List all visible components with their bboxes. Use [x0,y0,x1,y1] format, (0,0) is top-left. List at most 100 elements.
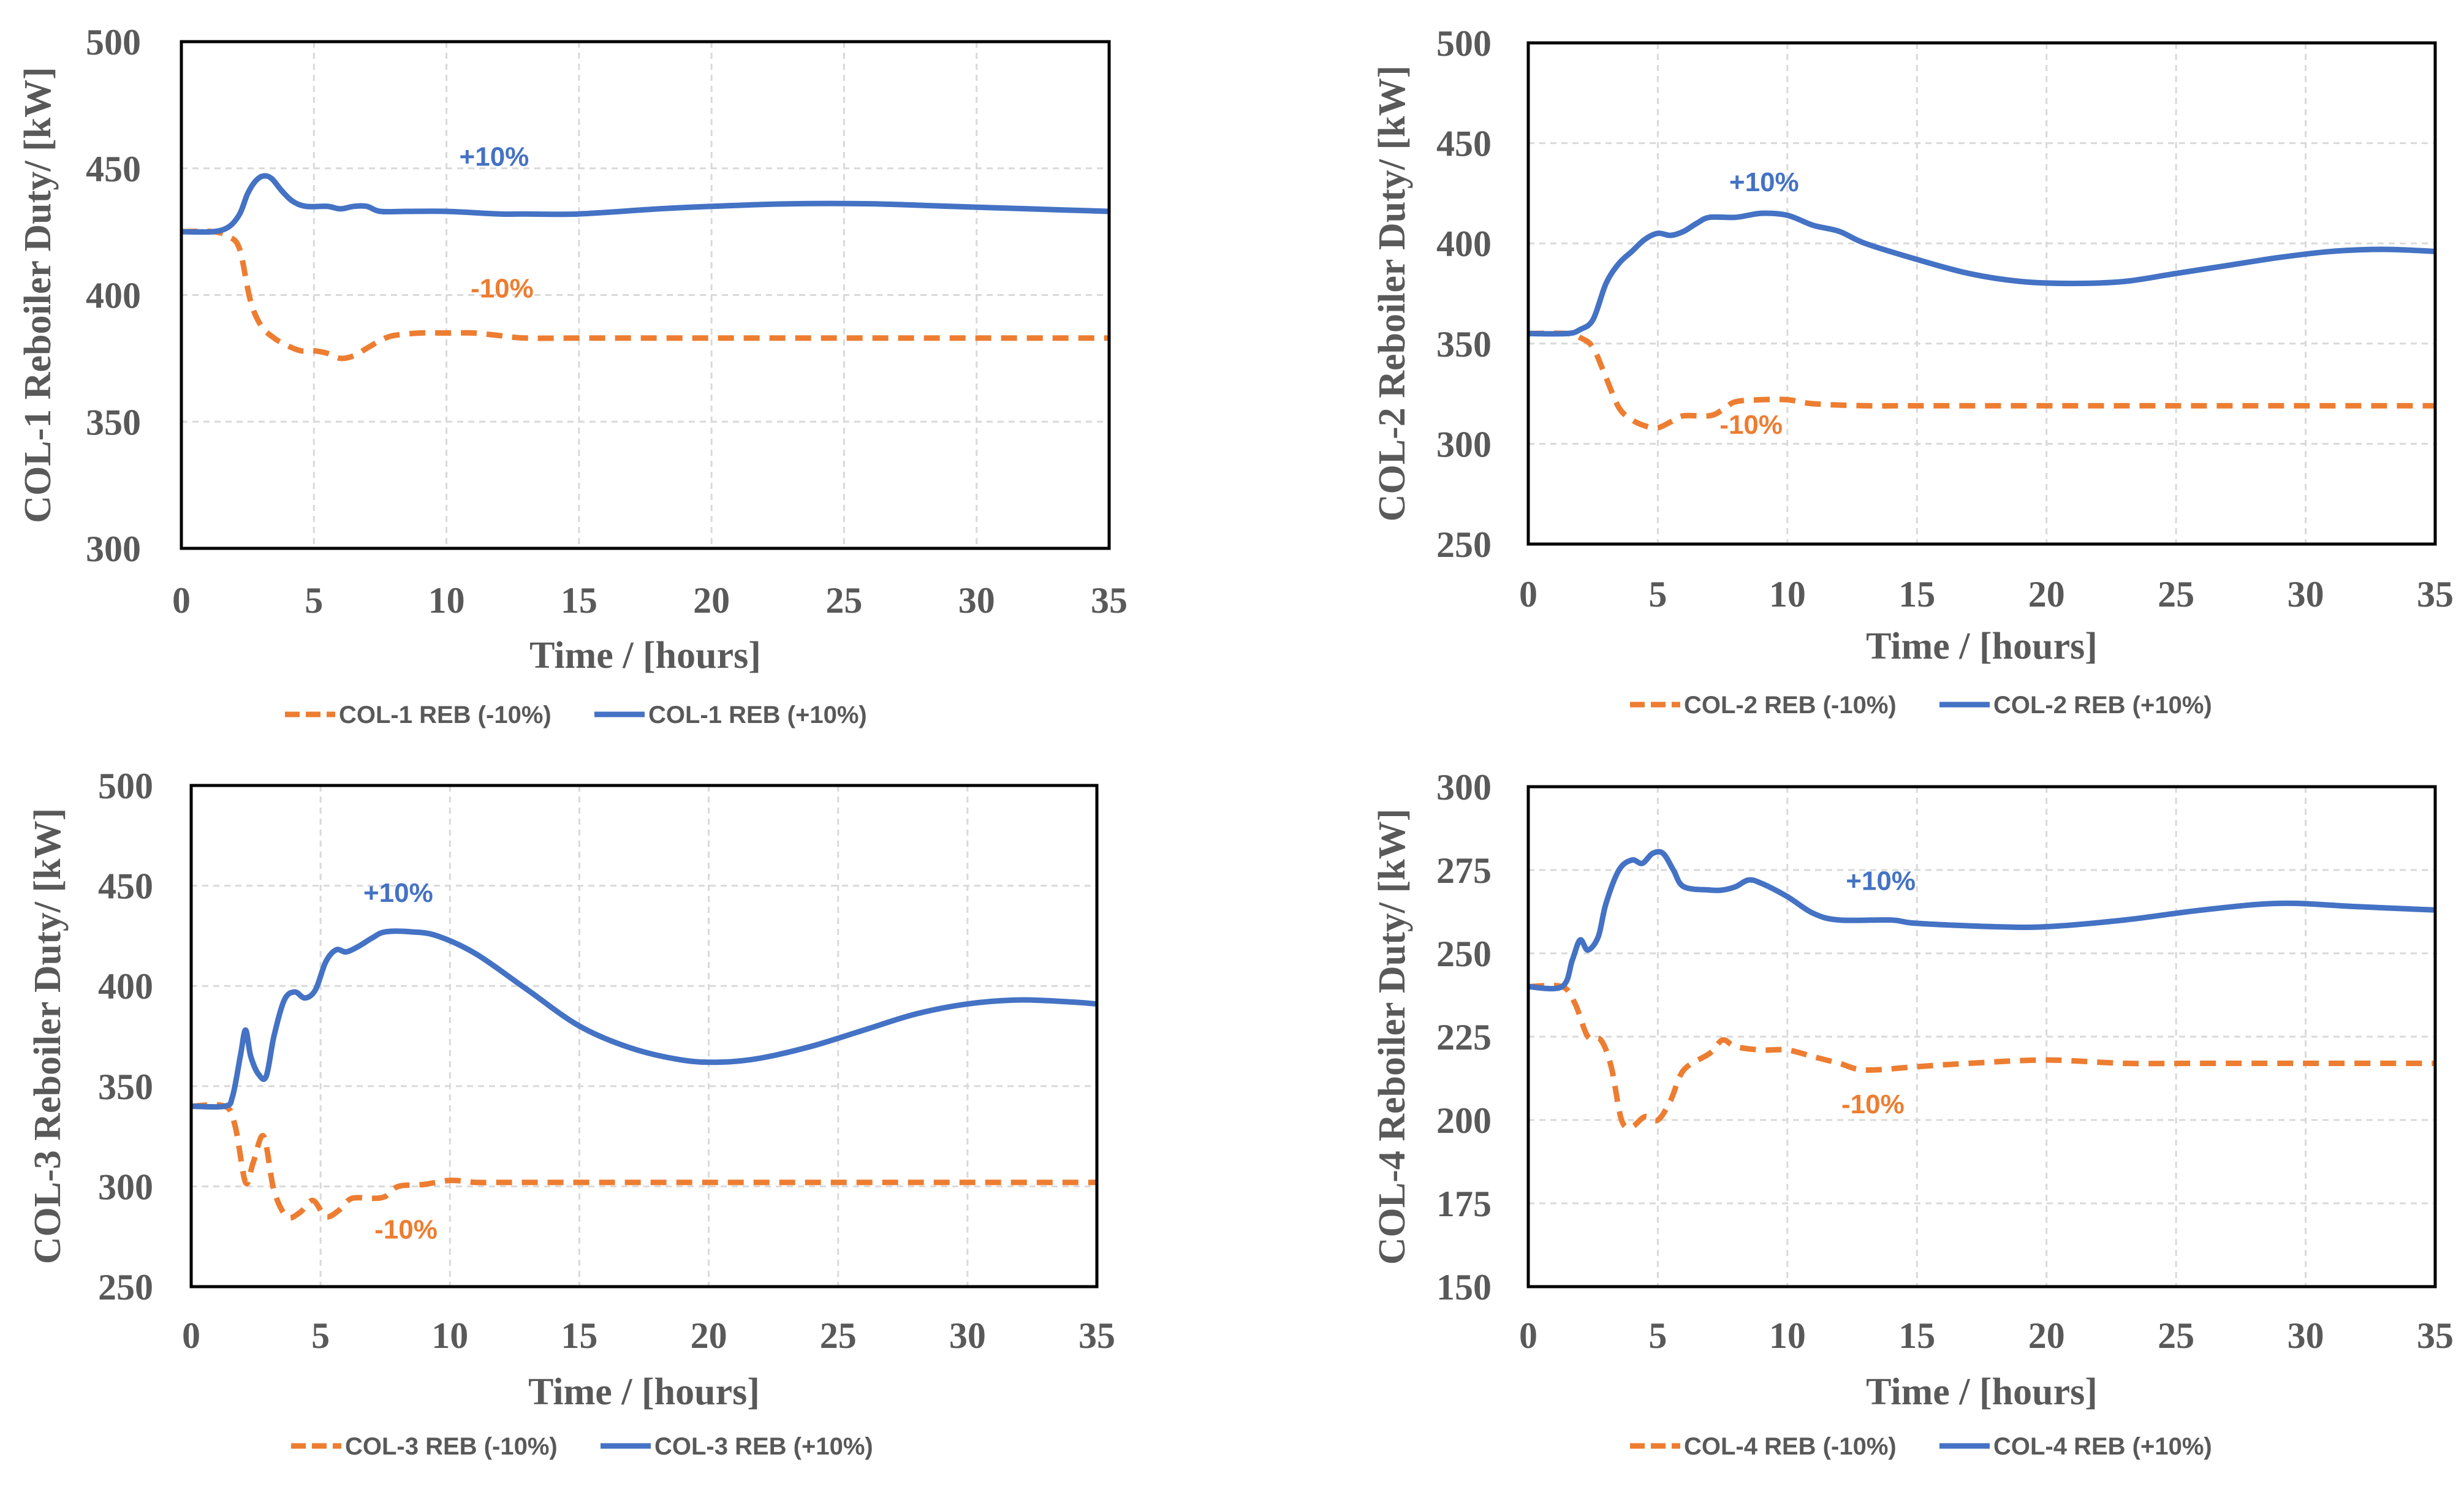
y-tick-label: 300 [86,529,141,569]
x-tick-label: 20 [693,580,730,621]
x-tick-label: 25 [2158,1315,2194,1356]
x-tick-label: 20 [2028,1315,2065,1356]
x-tick-label: 25 [825,580,862,621]
x-tick-label: 10 [1769,574,1806,615]
x-tick-label: 5 [1648,574,1667,615]
y-tick-label: 400 [1436,224,1492,264]
annotation-minus10-label: -10% [374,1214,438,1244]
legend-label: COL-2 REB (+10%) [1993,692,2212,719]
col4-chart: 150 175 200 225 250 275 300 0 5 10 15 20 25 30 35 Time … [1371,767,2454,1460]
x-tick-label: 35 [2417,1315,2454,1356]
col4-y-axis-title: COL-4 Reboiler Duty/ [kW] [1371,809,1413,1265]
x-tick-label: 25 [820,1315,857,1356]
x-tick-label: 10 [1769,1315,1806,1356]
col1-legend: COL-1 REB (-10%) COL-1 REB (+10%) [285,702,867,728]
x-tick-label: 15 [1898,1315,1935,1356]
col3-legend: COL-3 REB (-10%) COL-3 REB (+10%) [291,1433,873,1460]
x-tick-label: 10 [428,580,465,621]
col4-plot-frame [1526,785,2437,1288]
y-tick-label: 300 [1436,767,1492,808]
annotation-plus10-label: +10% [363,878,433,908]
col3-plot-frame [189,784,1099,1288]
col1-chart: 300 350 400 450 500 0 5 10 15 20 25 30 35 Time / [hou… [17,22,1128,728]
y-tick-label: 200 [1436,1100,1492,1141]
annotation-minus10-label: -10% [1719,410,1783,440]
annotation-plus10-label: +10% [1729,167,1799,197]
y-tick-label: 250 [1436,934,1492,974]
legend-label: COL-1 REB (+10%) [648,702,867,728]
x-tick-label: 30 [2288,574,2324,615]
col4-x-axis-title: Time / [hours] [1866,1371,2098,1413]
y-tick-label: 150 [1436,1267,1492,1307]
x-tick-label: 20 [2028,574,2065,615]
col4-legend: COL-4 REB (-10%) COL-4 REB (+10%) [1630,1433,2212,1460]
y-tick-label: 225 [1436,1017,1492,1058]
legend-label: COL-4 REB (-10%) [1684,1433,1897,1460]
legend-label: COL-1 REB (-10%) [339,702,552,728]
col2-chart: 250 300 350 400 450 500 0 5 10 15 20 25 30 35 Time / [… [1371,23,2454,719]
x-tick-label: 0 [1519,1315,1537,1356]
x-tick-label: 0 [172,580,191,621]
y-tick-label: 350 [86,402,141,442]
x-tick-label: 0 [1519,574,1537,615]
annotation-plus10-label: +10% [460,142,529,172]
col3-series-line-plus10 [191,928,1097,1110]
x-tick-label: 15 [1898,574,1935,615]
legend-label: COL-3 REB (-10%) [345,1433,558,1460]
x-tick-label: 25 [2158,574,2194,615]
col1-series-line-minus10 [181,228,1109,361]
x-tick-label: 20 [691,1315,727,1356]
col2-plot-frame [1526,41,2437,546]
y-tick-label: 350 [1436,324,1492,365]
col3-gridlines [191,785,1097,1287]
y-tick-label: 400 [98,966,153,1007]
x-tick-label: 5 [305,580,323,621]
col2-series-line-plus10 [1528,210,2436,337]
y-tick-label: 300 [1436,424,1492,464]
col2-x-axis-title: Time / [hours] [1866,626,2098,667]
x-tick-label: 30 [949,1315,986,1356]
legend-label: COL-2 REB (-10%) [1684,692,1897,719]
x-tick-label: 10 [431,1315,468,1356]
x-tick-label: 15 [561,1315,597,1356]
annotation-plus10-label: +10% [1846,866,1916,896]
y-tick-label: 450 [86,149,141,189]
y-tick-label: 300 [98,1167,153,1207]
col3-chart: 250 300 350 400 450 500 0 5 10 15 20 25 30 35 Time / [… [27,766,1115,1460]
col1-x-axis-title: Time / [hours] [529,635,761,676]
legend-label: COL-3 REB (+10%) [654,1433,873,1460]
x-tick-label: 35 [1091,580,1128,621]
y-tick-label: 175 [1436,1184,1492,1224]
y-tick-label: 450 [1436,124,1492,164]
col2-y-axis-title: COL-2 Reboiler Duty/ [kW] [1371,66,1413,522]
y-tick-label: 500 [1436,23,1492,64]
col4-gridlines [1528,787,2435,1287]
col1-plot-frame [180,40,1111,550]
col2-legend: COL-2 REB (-10%) COL-2 REB (+10%) [1630,692,2212,719]
x-tick-label: 5 [1648,1315,1667,1356]
y-tick-label: 500 [98,766,153,806]
x-tick-label: 35 [2417,574,2454,615]
legend-label: COL-4 REB (+10%) [1993,1433,2212,1460]
col2-gridlines [1528,43,2435,544]
col4-series-line-minus10 [1528,982,2435,1130]
col3-y-axis-title: COL-3 Reboiler Duty/ [kW] [27,808,69,1265]
x-tick-label: 5 [311,1315,330,1356]
col1-series-line-plus10 [181,173,1110,235]
y-tick-label: 500 [86,22,141,62]
y-tick-label: 275 [1436,850,1492,891]
y-tick-label: 400 [86,276,141,316]
y-tick-label: 250 [1436,524,1492,565]
y-tick-label: 450 [98,866,153,907]
annotation-minus10-label: -10% [1841,1089,1905,1119]
col4-series-line-plus10 [1528,849,2436,992]
col1-y-axis-title: COL-1 Reboiler Duty/ [kW] [17,67,59,523]
col3-series-line-minus10 [191,1102,1097,1221]
x-tick-label: 0 [182,1315,200,1356]
x-tick-label: 30 [958,580,995,621]
x-tick-label: 30 [2288,1315,2324,1356]
annotation-minus10-label: -10% [471,274,534,304]
y-tick-label: 250 [98,1267,153,1307]
col1-gridlines [181,42,1109,548]
